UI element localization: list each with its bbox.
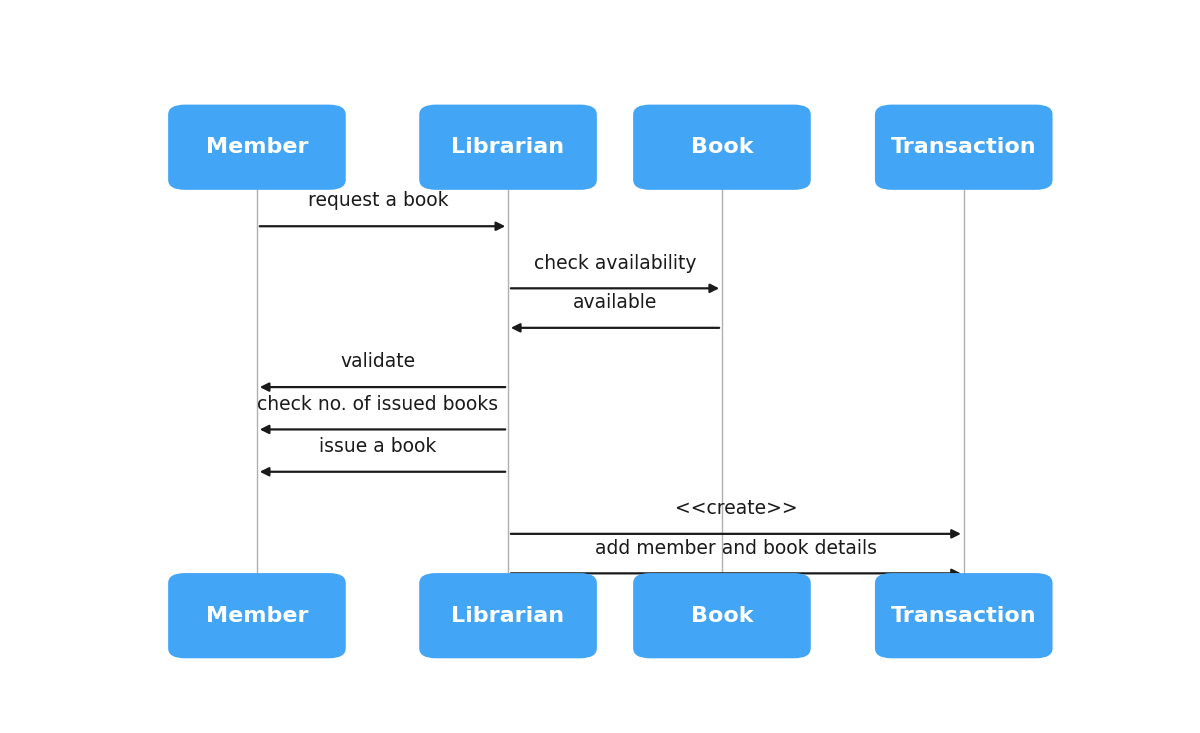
Text: Book: Book bbox=[691, 137, 754, 157]
FancyBboxPatch shape bbox=[168, 105, 346, 190]
FancyBboxPatch shape bbox=[634, 105, 811, 190]
FancyBboxPatch shape bbox=[168, 573, 346, 658]
Text: check availability: check availability bbox=[534, 254, 696, 273]
Text: Librarian: Librarian bbox=[451, 137, 565, 157]
FancyBboxPatch shape bbox=[875, 105, 1052, 190]
FancyBboxPatch shape bbox=[419, 573, 596, 658]
Text: validate: validate bbox=[341, 353, 415, 372]
FancyBboxPatch shape bbox=[634, 573, 811, 658]
Text: Member: Member bbox=[205, 605, 308, 626]
Text: Transaction: Transaction bbox=[890, 137, 1037, 157]
FancyBboxPatch shape bbox=[419, 105, 596, 190]
Text: issue a book: issue a book bbox=[319, 437, 437, 456]
Text: Book: Book bbox=[691, 605, 754, 626]
Text: add member and book details: add member and book details bbox=[595, 539, 877, 558]
Text: <<create>>: <<create>> bbox=[674, 499, 797, 518]
Text: Librarian: Librarian bbox=[451, 605, 565, 626]
Text: Member: Member bbox=[205, 137, 308, 157]
Text: Transaction: Transaction bbox=[890, 605, 1037, 626]
Text: available: available bbox=[572, 293, 658, 312]
Text: request a book: request a book bbox=[307, 191, 448, 210]
FancyBboxPatch shape bbox=[875, 573, 1052, 658]
Text: check no. of issued books: check no. of issued books bbox=[257, 394, 498, 413]
